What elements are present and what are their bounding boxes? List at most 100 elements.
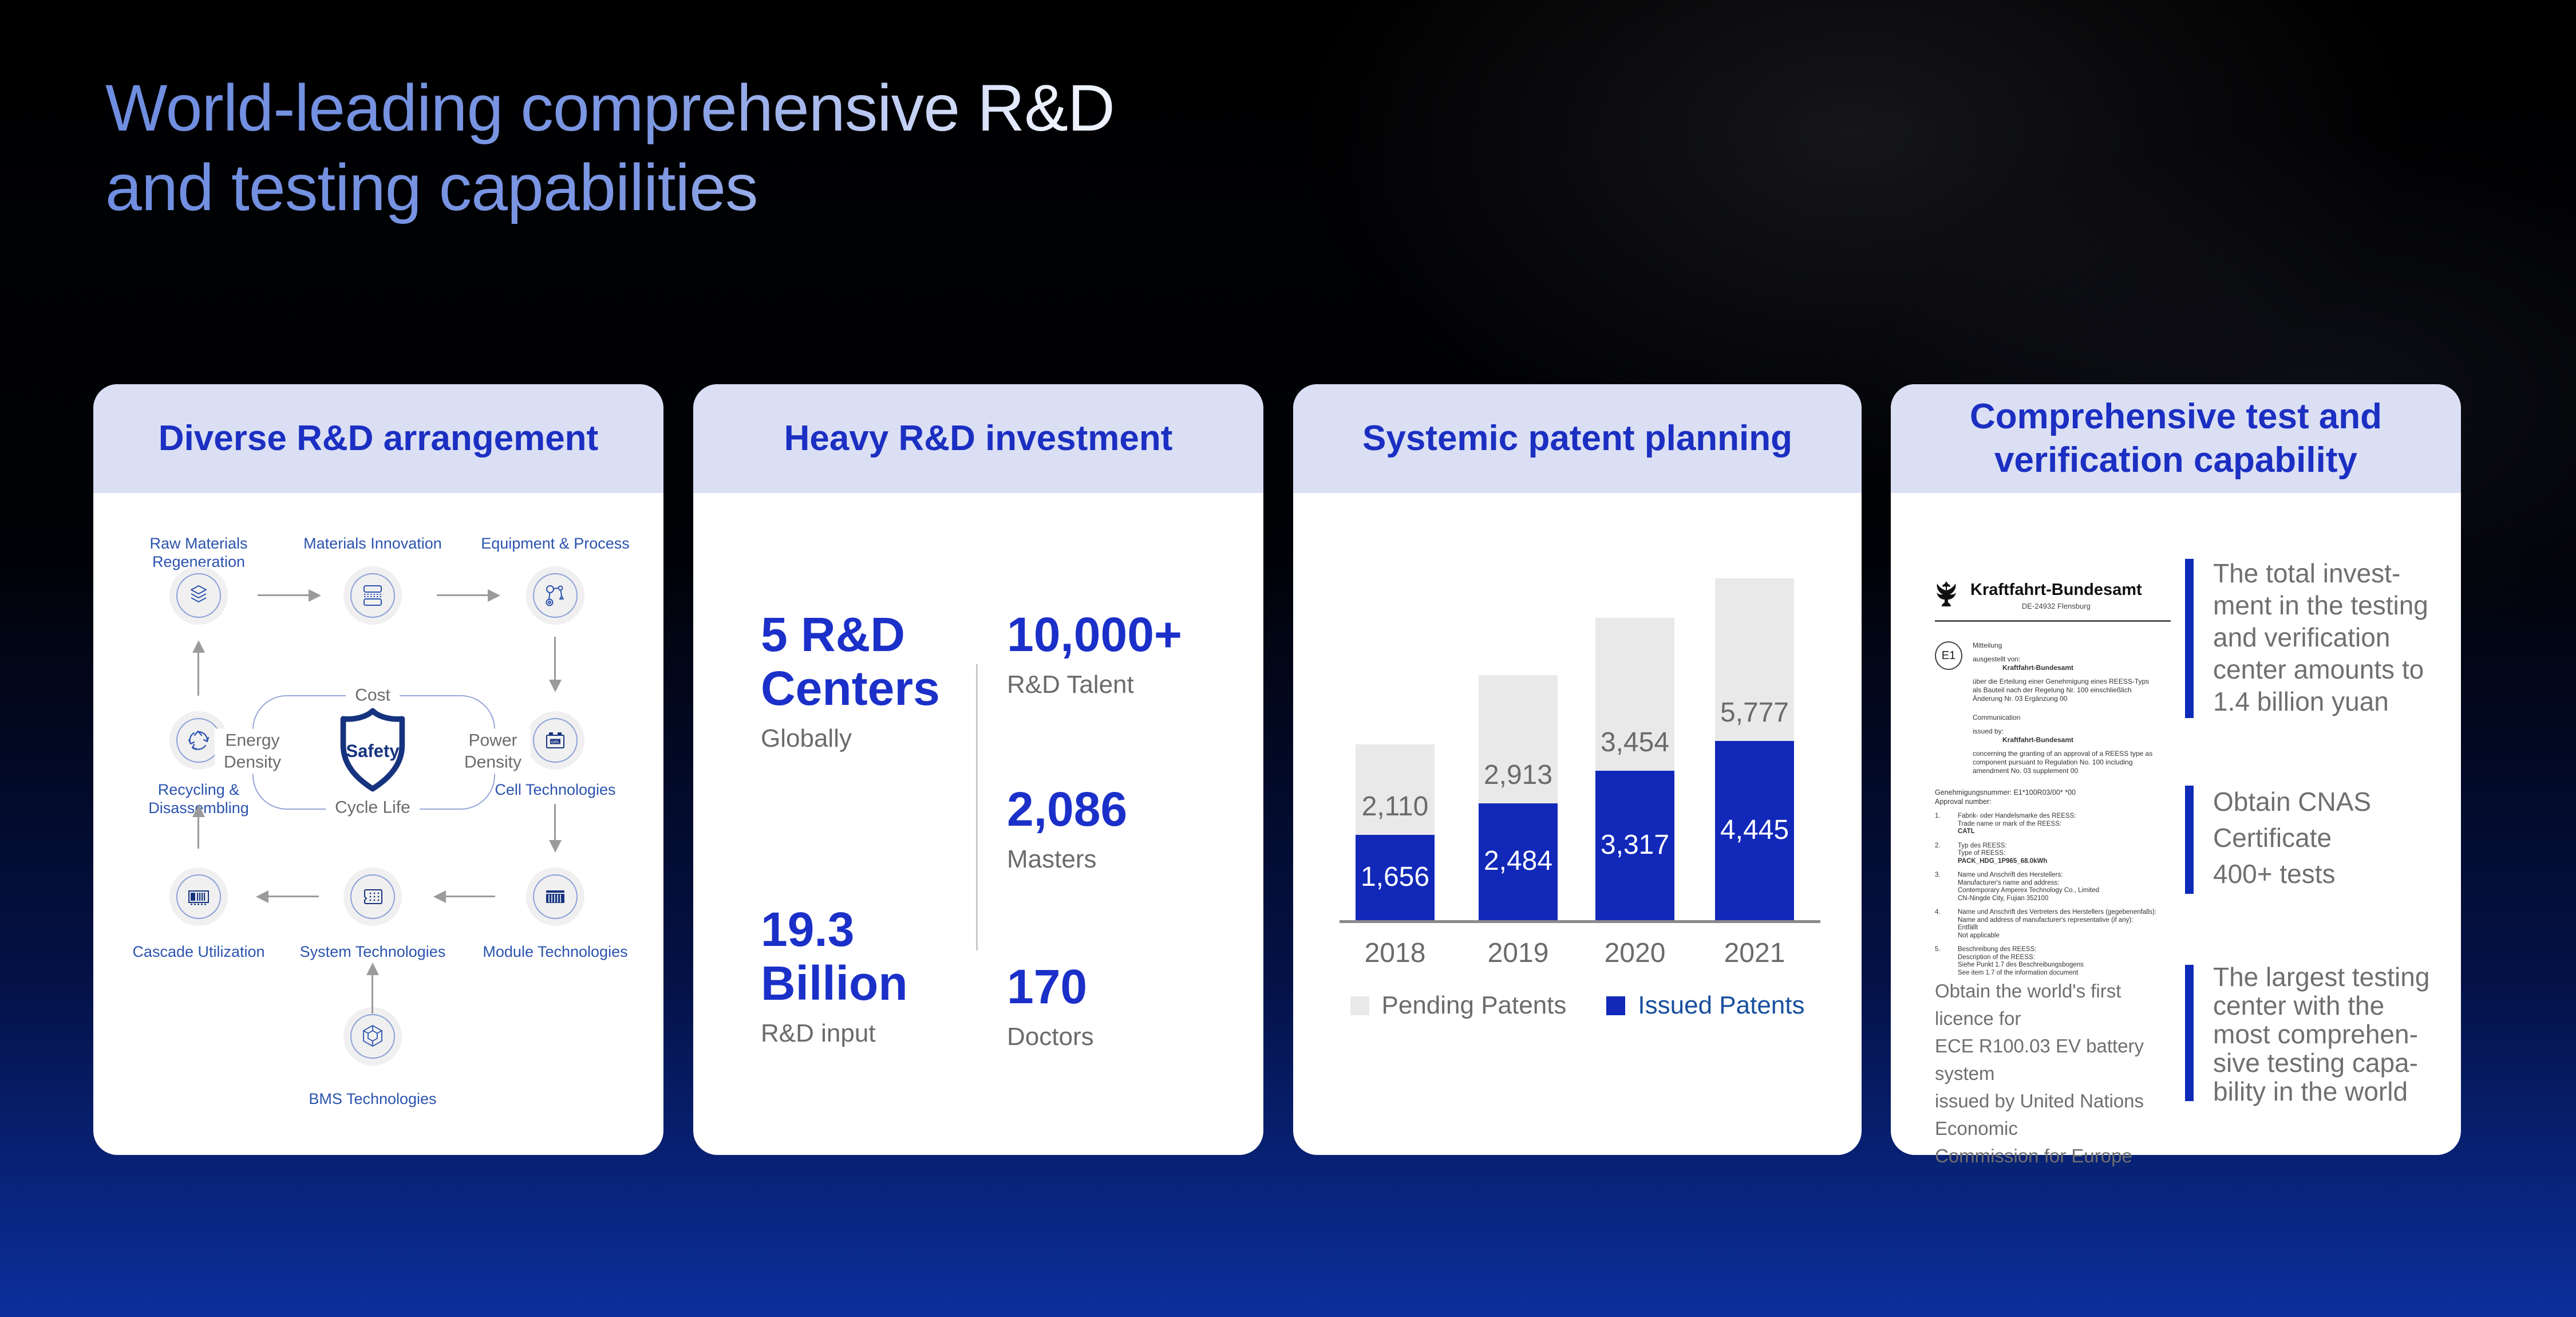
arrow-cell-to-module [554, 804, 556, 841]
issued-value-2018: 1,656 [1360, 861, 1430, 892]
kpi-energy-density: Energy Density [214, 728, 291, 774]
safety-shield-icon: Safety [335, 707, 410, 796]
legend-issued-patents: Issued Patents [1606, 991, 1805, 1020]
pending-value-2021: 5,777 [1720, 697, 1789, 728]
highlight-largest-center: The largest testing center with the most… [2213, 962, 2430, 1106]
bar-2021: 5,777 4,445 [1715, 578, 1794, 920]
certificate-item-3: 3. Name und Anschrift des Herstellers: Man… [1935, 872, 2100, 902]
rd-arrangement-diagram: Raw Materials Regeneration Materials Inn… [93, 493, 663, 1155]
cert-issued-by: issued by: [1973, 727, 2004, 735]
issued-value-2021: 4,445 [1720, 814, 1789, 845]
node-label-cell: Cell Technologies [495, 781, 616, 798]
node-label-system: System Technologies [299, 943, 446, 960]
patent-chart: 2,110 1,656 2,913 2,484 3,454 3,317 5,777 4,445… [1293, 493, 1862, 1155]
cert-en-text: concerning the granting of an approval o… [1973, 750, 2153, 775]
arrow-system-to-cascade [268, 896, 319, 897]
container-rack-icon [176, 874, 221, 919]
test-capability-body: Kraftfahrt-Bundesamt DE-24932 Flensburg … [1891, 493, 2461, 1166]
certificate-item-5: 5. Beschreibung des REESS: Description of … [1935, 946, 2084, 976]
robot-arm-icon [533, 573, 578, 618]
pending-swatch-icon [1350, 996, 1369, 1015]
certificate-item-1: 1. Fabrik- oder Handelsmarke des REESS: Tr… [1935, 813, 2076, 835]
svg-text:CATL: CATL [551, 740, 560, 744]
stat-doctors-value: 170 [1007, 960, 1088, 1014]
node-label-materials: Materials Innovation [303, 535, 442, 552]
highlight-cnas: Obtain CNAS Certificate 400+ tests [2213, 787, 2372, 889]
stat-rd-centers-label: Globally [761, 724, 852, 753]
card-test-capability: Comprehensive test and verification capa… [1891, 384, 2461, 1166]
certificate-rule [1935, 620, 2171, 622]
module-icon [533, 874, 578, 919]
bar-2019: 2,913 2,484 [1479, 675, 1558, 920]
certificate-document: Kraftfahrt-Bundesamt DE-24932 Flensburg … [1935, 576, 2171, 976]
stat-rd-input-value: 19.3 Billion [761, 902, 908, 1011]
bar-2020: 3,454 3,317 [1595, 618, 1674, 920]
cert-communication: Communication [1973, 713, 2021, 721]
stat-rd-input: 19.3 Billion R&D input [761, 902, 908, 1048]
accent-bar-3 [2185, 965, 2194, 1101]
x-tick-2021: 2021 [1724, 938, 1785, 968]
stats-divider [976, 664, 978, 951]
arrow-module-to-system [445, 896, 495, 897]
x-tick-2019: 2019 [1487, 938, 1549, 968]
arrow-bms-to-system [372, 975, 373, 1014]
arrow-materials-to-equipment [437, 594, 488, 596]
node-cascade [169, 868, 228, 926]
bar-2020-issued-segment [1595, 771, 1674, 920]
certificate-authority: Kraftfahrt-Bundesamt [1970, 581, 2142, 600]
stat-masters-label: Masters [1007, 845, 1097, 874]
pending-value-2020: 3,454 [1600, 727, 1670, 758]
e1-mark-icon: E1 [1935, 641, 1962, 670]
page-title: World-leading comprehensive R&D and test… [105, 69, 1115, 228]
cert-ausgestellt: ausgestellt von: [1973, 655, 2021, 663]
highlight-investment: The total invest- ment in the testing an… [2213, 558, 2428, 716]
node-label-cascade: Cascade Utilization [132, 943, 265, 960]
x-tick-2020: 2020 [1604, 938, 1666, 968]
node-materials [343, 566, 402, 625]
stat-rd-talent: 10,000+ R&D Talent [1007, 608, 1182, 699]
issued-swatch-icon [1606, 996, 1626, 1015]
stacked-bar-plot: 2,110 1,656 2,913 2,484 3,454 3,317 5,777 4,445 [1293, 493, 1862, 920]
node-system [343, 868, 402, 926]
battery-pack-icon [350, 874, 395, 919]
federal-eagle-icon [1935, 579, 1958, 612]
card-rd-investment: Heavy R&D investment 5 R&D Centers Globa… [693, 384, 1263, 1155]
arrow-recycling-to-raw [197, 652, 199, 696]
accent-bar-1 [2185, 559, 2194, 718]
card-rd-arrangement-header: Diverse R&D arrangement [93, 384, 663, 493]
card-patent-planning: Systemic patent planning 2,110 1,656 2,913… [1293, 384, 1862, 1155]
pending-value-2019: 2,913 [1483, 760, 1553, 790]
stat-rd-centers-value: 5 R&D Centers [761, 608, 940, 716]
bar-2018-issued-segment [1356, 835, 1435, 920]
certificate-items: 1. Fabrik- oder Handelsmarke des REESS: Tr… [1935, 813, 2171, 977]
bar-2018: 2,110 1,656 [1356, 744, 1435, 920]
node-label-module: Module Technologies [483, 943, 628, 960]
stat-doctors: 170 Doctors [1007, 960, 1094, 1051]
kpi-cost: Cost [346, 683, 400, 707]
card-patent-planning-header: Systemic patent planning [1293, 384, 1862, 493]
card-rd-arrangement: Diverse R&D arrangement Raw Materials Re… [93, 384, 663, 1155]
chart-legend: Pending Patents Issued Patents [1293, 991, 1862, 1020]
card-test-capability-header: Comprehensive test and verification capa… [1891, 384, 2461, 493]
bar-2019-issued-segment [1479, 803, 1558, 920]
cube-wireframe-icon [350, 1014, 395, 1059]
node-label-equipment: Equipment & Process [481, 535, 630, 552]
material-stack-icon [350, 573, 395, 618]
stat-doctors-label: Doctors [1007, 1023, 1094, 1051]
cert-mitteilung: Mitteilung [1973, 641, 2002, 649]
kpi-power-density: Power Density [455, 728, 531, 774]
layers-icon [176, 573, 221, 618]
node-label-raw: Raw Materials Regeneration [149, 535, 248, 571]
legend-pending-label: Pending Patents [1381, 991, 1567, 1019]
stat-rd-talent-value: 10,000+ [1007, 608, 1182, 661]
node-raw [169, 566, 228, 625]
node-cell: CATL [526, 711, 584, 770]
battery-catl-icon: CATL [533, 718, 578, 763]
node-equipment [526, 566, 584, 625]
stat-rd-talent-label: R&D Talent [1007, 671, 1134, 699]
certificate-authority-sub: DE-24932 Flensburg [2021, 601, 2091, 610]
cert-approval-en: Approval number: [1935, 798, 1992, 806]
rd-investment-body: 5 R&D Centers Globally 10,000+ R&D Talen… [693, 493, 1263, 1155]
stat-rd-centers: 5 R&D Centers Globally [761, 608, 940, 753]
